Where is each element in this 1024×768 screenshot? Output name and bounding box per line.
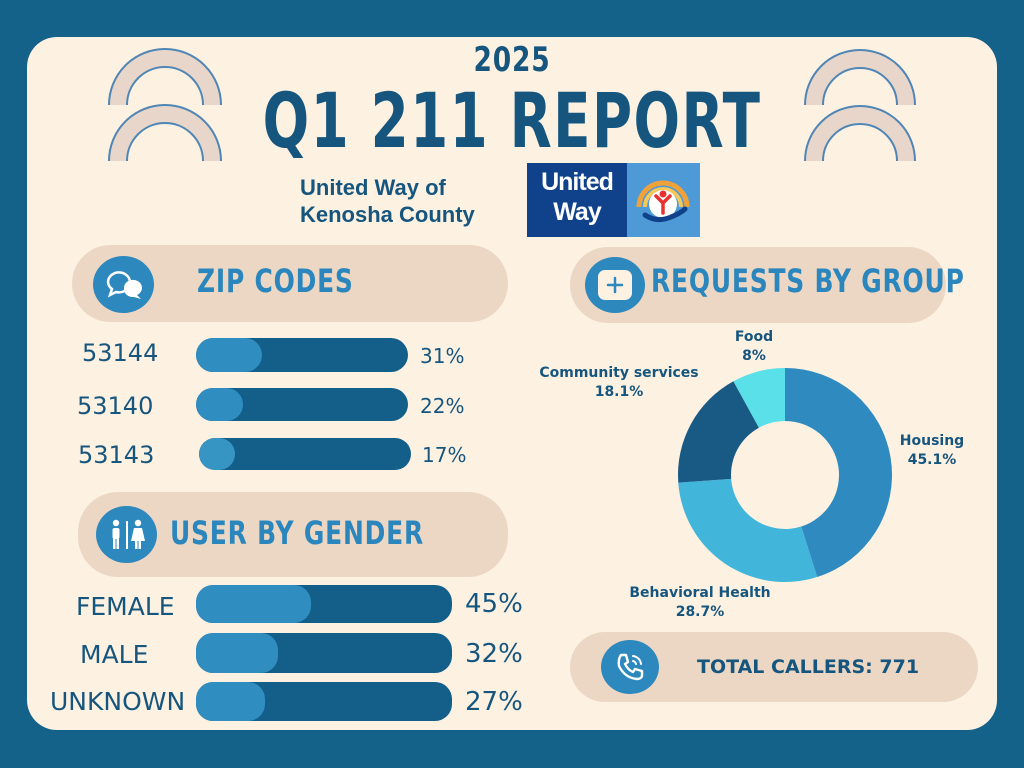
plus-icon: [585, 257, 645, 313]
zip-bar-fill: [196, 338, 262, 372]
donut-label-community: Community services 18.1%: [534, 364, 704, 402]
zip-percent: 31%: [420, 344, 465, 368]
gender-bar-fill: [196, 682, 266, 721]
phone-icon: [601, 640, 659, 694]
zip-percent: 17%: [422, 443, 467, 467]
gender-label: UNKNOWN: [50, 687, 186, 716]
donut-category-label: Food: [734, 329, 774, 345]
restroom-icon: [96, 506, 157, 563]
organization-name-line1: United Way of: [300, 175, 446, 200]
donut-slice-housing: [785, 368, 892, 578]
gender-percent: 45%: [465, 589, 523, 619]
logo-text-line1: United: [541, 168, 614, 196]
gender-bar-track: [196, 585, 452, 623]
gender-label: FEMALE: [76, 592, 175, 621]
gender-percent: 27%: [465, 687, 523, 717]
donut-slice-community-services: [678, 381, 759, 483]
zip-label: 53144: [82, 339, 159, 367]
donut-value-label: 45.1%: [907, 452, 957, 468]
donut-category-label: Behavioral Health: [629, 585, 771, 601]
donut-label-food: Food 8%: [714, 328, 794, 366]
page-title: Q1 211 REPORT: [262, 76, 762, 165]
requests-donut-chart: [678, 368, 892, 582]
zip-label: 53140: [77, 392, 154, 420]
gender-bar-track: [196, 633, 452, 673]
donut-category-label: Housing: [899, 433, 965, 449]
requests-heading: REQUESTS BY GROUP: [651, 262, 965, 300]
donut-label-housing: Housing 45.1%: [890, 432, 974, 470]
zip-bar-fill: [196, 388, 243, 421]
logo-text-line2: Way: [553, 198, 601, 226]
donut-slice-food: [733, 368, 785, 428]
chat-bubbles-icon: [93, 256, 154, 313]
gender-bar-fill: [196, 585, 312, 623]
gender-heading: USER BY GENDER: [170, 514, 424, 552]
organization-name-line2: Kenosha County: [300, 202, 475, 227]
zip-label: 53143: [78, 441, 155, 469]
report-year: 2025: [473, 40, 551, 80]
zip-bar-fill: [199, 438, 236, 470]
donut-value-label: 8%: [742, 348, 766, 364]
gender-bar-track: [196, 682, 452, 721]
zip-bar-track: [196, 338, 408, 372]
organization-name: United Way of Kenosha County: [300, 174, 520, 228]
donut-value-label: 28.7%: [675, 604, 725, 620]
total-callers-text: TOTAL CALLERS: 771: [697, 656, 920, 678]
united-way-logo: United Way: [527, 163, 700, 237]
hand-rainbow-icon: [636, 180, 690, 223]
zip-bar-track: [196, 388, 408, 421]
gender-label: MALE: [80, 640, 149, 669]
gender-bar-fill: [196, 633, 278, 673]
zip-bar-track: [199, 438, 411, 470]
zip-codes-heading: ZIP CODES: [197, 262, 354, 300]
donut-category-label: Community services: [539, 365, 699, 381]
donut-slice-behavioral-health: [678, 478, 818, 582]
donut-label-behavioral: Behavioral Health 28.7%: [620, 584, 780, 622]
zip-percent: 22%: [420, 394, 465, 418]
donut-value-label: 18.1%: [594, 384, 644, 400]
gender-percent: 32%: [465, 639, 523, 669]
